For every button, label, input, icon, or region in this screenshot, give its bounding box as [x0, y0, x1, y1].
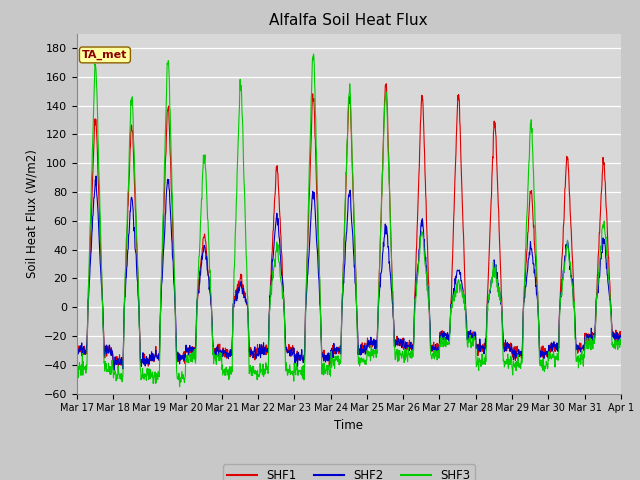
SHF3: [181, 375, 189, 381]
X-axis label: Time: Time: [334, 419, 364, 432]
Legend: SHF1, SHF2, SHF3: SHF1, SHF2, SHF3: [223, 464, 475, 480]
SHF2: [182, 352, 189, 358]
SHF3: [310, 51, 317, 57]
SHF1: [617, 331, 625, 337]
Line: SHF1: SHF1: [77, 84, 621, 368]
SHF3: [434, 353, 442, 359]
SHF2: [110, 367, 118, 373]
SHF3: [73, 373, 81, 379]
SHF1: [115, 365, 122, 371]
Text: TA_met: TA_met: [82, 50, 127, 60]
SHF2: [255, 347, 263, 353]
SHF2: [92, 173, 100, 179]
SHF1: [434, 341, 442, 347]
SHF3: [176, 384, 184, 390]
SHF3: [617, 342, 625, 348]
SHF2: [505, 341, 513, 347]
SHF1: [505, 344, 513, 350]
SHF1: [383, 81, 390, 87]
SHF2: [434, 349, 442, 355]
SHF3: [553, 355, 561, 360]
SHF2: [553, 347, 561, 353]
Title: Alfalfa Soil Heat Flux: Alfalfa Soil Heat Flux: [269, 13, 428, 28]
SHF1: [255, 352, 263, 358]
SHF2: [617, 334, 625, 339]
SHF3: [505, 356, 513, 362]
SHF1: [73, 346, 81, 352]
Line: SHF3: SHF3: [77, 54, 621, 387]
SHF3: [195, 273, 202, 279]
SHF1: [553, 341, 561, 347]
Y-axis label: Soil Heat Flux (W/m2): Soil Heat Flux (W/m2): [25, 149, 38, 278]
SHF3: [255, 374, 263, 380]
Line: SHF2: SHF2: [77, 176, 621, 370]
SHF1: [195, 288, 202, 294]
SHF1: [181, 355, 189, 361]
SHF2: [73, 346, 81, 351]
SHF2: [195, 288, 202, 294]
